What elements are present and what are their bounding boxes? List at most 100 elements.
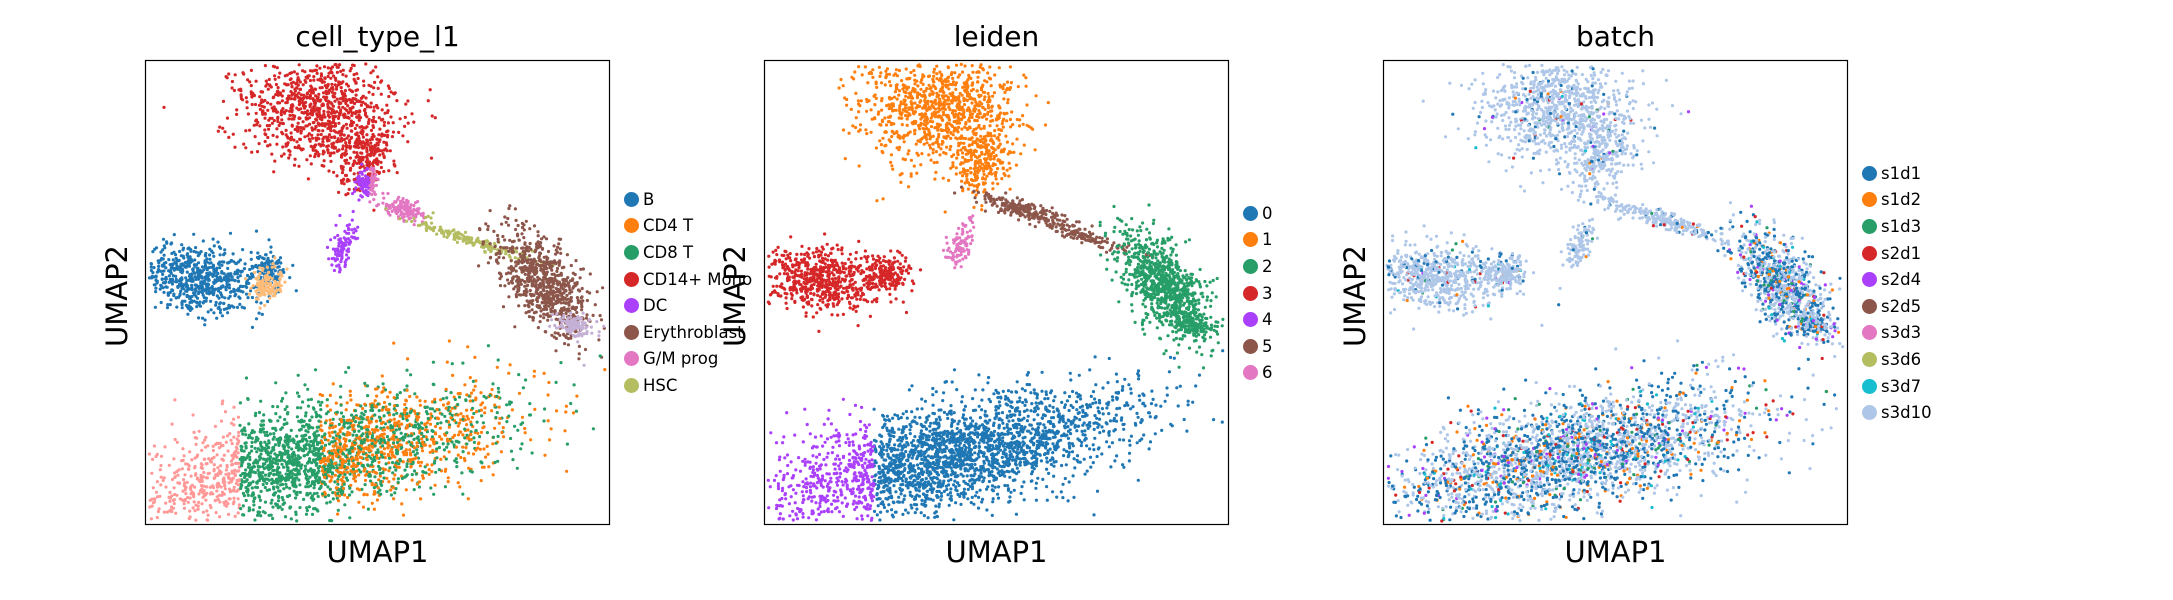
scatter-point (333, 63, 337, 67)
scatter-point (328, 154, 332, 158)
scatter-point (339, 86, 343, 90)
scatter-point (257, 103, 261, 107)
scatter-point (365, 125, 369, 129)
scatter-point (385, 143, 389, 147)
scatter-point (496, 233, 500, 238)
scatter-point (386, 84, 390, 88)
scatter-point (348, 88, 352, 92)
scatter-point (403, 208, 407, 212)
scatter-point (421, 211, 425, 215)
scatter-point (246, 112, 250, 116)
scatter-point (276, 86, 280, 90)
scatter-point (310, 126, 314, 130)
scatter-point (268, 123, 272, 128)
scatter-point (340, 136, 344, 141)
scatter-point (382, 120, 386, 124)
scatter-point (285, 135, 289, 139)
scatter-point (404, 212, 408, 216)
scatter-point (367, 153, 371, 157)
scatter-point (340, 155, 344, 159)
scatter-point (271, 109, 276, 113)
scatter-point (303, 135, 307, 139)
scatter-point (550, 333, 554, 337)
scatter-point (290, 71, 294, 75)
scatter-point (414, 212, 418, 216)
scatter-point (364, 96, 368, 100)
scatter-point (424, 227, 428, 231)
scatter-point (452, 233, 456, 237)
scatter-point (440, 229, 444, 233)
scatter-point (513, 207, 517, 211)
scatter-point (430, 221, 434, 225)
scatter-point (359, 151, 363, 155)
scatter-plot-area (144, 59, 611, 526)
scatter-point (406, 99, 410, 103)
scatter-point (351, 96, 355, 101)
scatter-point (225, 116, 230, 120)
scatter-point (487, 247, 491, 251)
scatter-point (372, 134, 376, 138)
scatter-point (337, 80, 341, 84)
scatter-point (342, 177, 346, 181)
scatter-point (313, 127, 317, 131)
scatter-point (412, 120, 416, 124)
scatter-point (344, 97, 348, 102)
scatter-point (242, 142, 246, 146)
scatter-point (278, 71, 282, 75)
scatter-point (361, 140, 365, 144)
scatter-point (371, 119, 375, 123)
scatter-point (347, 187, 351, 191)
scatter-point (227, 135, 231, 139)
scatter-point (327, 133, 332, 137)
scatter-point (344, 101, 348, 105)
scatter-point (297, 164, 301, 168)
scatter-point (476, 239, 480, 244)
scatter-point (258, 124, 262, 128)
scatter-point (252, 94, 256, 98)
scatter-point (227, 72, 231, 76)
scatter-point (349, 166, 353, 170)
scatter-point (360, 172, 364, 176)
scatter-point (374, 177, 378, 181)
scatter-point (350, 135, 354, 140)
scatter-point (252, 123, 256, 127)
scatter-point (393, 164, 397, 168)
scatter-point (260, 98, 264, 102)
scatter-point (362, 126, 366, 130)
scatter-point (429, 216, 433, 220)
scatter-point (306, 134, 310, 138)
scatter-point (331, 87, 335, 91)
scatter-point (343, 89, 347, 93)
scatter-point (317, 109, 321, 113)
scatter-point (372, 115, 376, 119)
scatter-point (239, 93, 243, 97)
scatter-point (281, 132, 285, 136)
scatter-point (295, 125, 299, 129)
scatter-point (292, 163, 297, 167)
scatter-point (341, 99, 345, 103)
scatter-point (391, 121, 395, 125)
scatter-point (253, 102, 258, 107)
scatter-point (387, 94, 391, 99)
scatter-point (316, 133, 320, 137)
scatter-point (365, 146, 369, 150)
scatter-point (309, 90, 313, 94)
scatter-point (266, 101, 270, 105)
scatter-point (492, 241, 497, 246)
scatter-point (233, 145, 237, 149)
scatter-point (408, 206, 412, 210)
scatter-point (349, 108, 353, 112)
scatter-point (244, 129, 248, 133)
scatter-point (466, 236, 470, 240)
scatter-point (362, 108, 367, 113)
scatter-point (292, 138, 296, 142)
scatter-point (365, 150, 369, 154)
scatter-point (295, 93, 299, 97)
scatter-point (333, 124, 337, 128)
scatter-point (287, 96, 291, 100)
scatter-point (330, 121, 334, 125)
scatter-point (388, 204, 392, 208)
scatter-point (346, 134, 351, 138)
scatter-point (327, 88, 331, 92)
scatter-point (428, 88, 432, 92)
